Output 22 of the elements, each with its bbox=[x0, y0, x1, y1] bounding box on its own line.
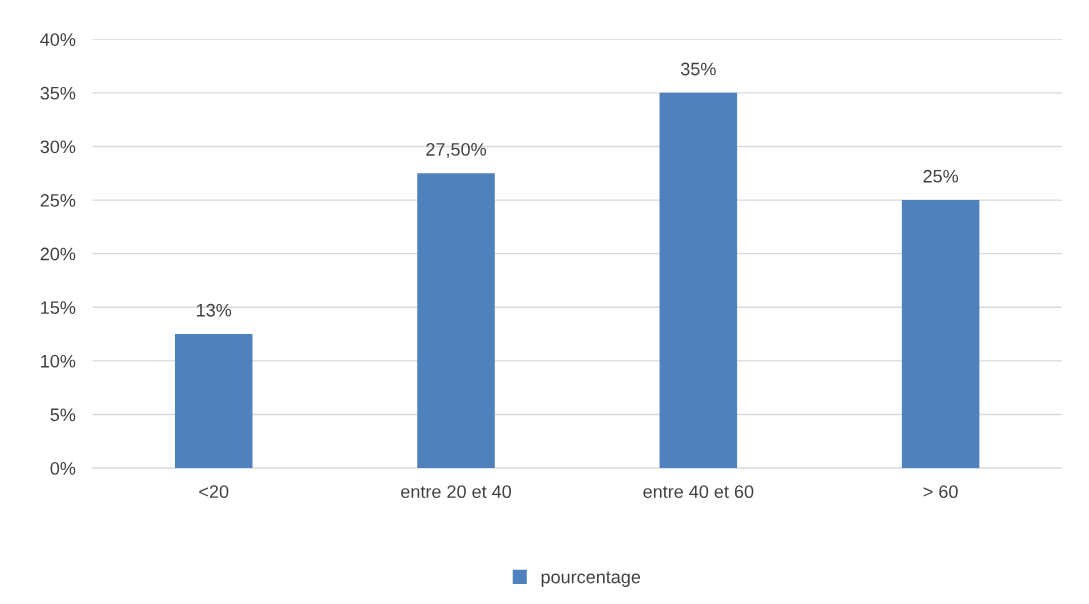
x-tick-label: <20 bbox=[199, 485, 229, 499]
x-tick-label: > 60 bbox=[923, 485, 958, 499]
data-label: 13% bbox=[197, 303, 232, 317]
data-label: 27,50% bbox=[426, 143, 486, 158]
bar bbox=[659, 92, 738, 469]
y-tick-label: 40% bbox=[40, 33, 76, 46]
bar bbox=[174, 334, 253, 469]
y-tick-label: 20% bbox=[40, 247, 76, 261]
y-tick-label: 25% bbox=[40, 194, 76, 207]
y-tick-label: 0% bbox=[50, 462, 76, 475]
bar bbox=[417, 173, 495, 469]
y-tick-label: 30% bbox=[40, 140, 76, 154]
y-tick-label: 15% bbox=[41, 301, 76, 315]
x-tick-label: entre 40 et 60 bbox=[643, 485, 754, 499]
y-tick-label: 5% bbox=[50, 408, 76, 422]
x-tick-label: entre 20 et 40 bbox=[401, 485, 512, 499]
data-label: 35% bbox=[680, 62, 716, 76]
legend-label: pourcentage bbox=[541, 571, 641, 587]
y-tick-label: 10% bbox=[41, 354, 76, 368]
y-tick-label: 35% bbox=[40, 86, 76, 100]
bar bbox=[901, 200, 980, 469]
data-label: 25% bbox=[923, 169, 959, 183]
